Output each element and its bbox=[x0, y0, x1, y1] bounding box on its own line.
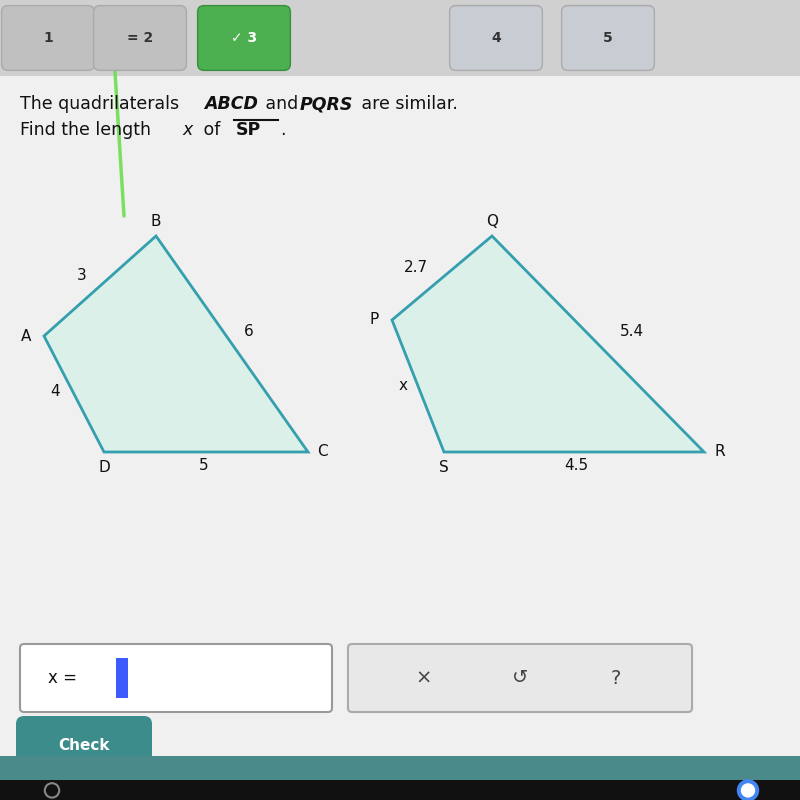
Polygon shape bbox=[44, 236, 308, 452]
Text: S: S bbox=[439, 461, 449, 475]
Text: 4.5: 4.5 bbox=[564, 458, 588, 473]
FancyBboxPatch shape bbox=[0, 780, 800, 800]
Text: Find the length: Find the length bbox=[20, 122, 157, 139]
FancyBboxPatch shape bbox=[116, 658, 128, 698]
Polygon shape bbox=[392, 236, 704, 452]
Text: ↺: ↺ bbox=[512, 669, 528, 687]
Text: PQRS: PQRS bbox=[300, 95, 354, 113]
FancyBboxPatch shape bbox=[348, 644, 692, 712]
Text: and: and bbox=[260, 95, 304, 113]
Text: B: B bbox=[150, 214, 162, 229]
FancyBboxPatch shape bbox=[562, 6, 654, 70]
Text: are similar.: are similar. bbox=[356, 95, 458, 113]
Text: C: C bbox=[317, 445, 328, 459]
Text: x: x bbox=[399, 378, 408, 393]
Text: 5.4: 5.4 bbox=[620, 325, 644, 339]
Text: of: of bbox=[198, 122, 226, 139]
Text: ABCD: ABCD bbox=[204, 95, 258, 113]
Text: D: D bbox=[98, 461, 110, 475]
FancyBboxPatch shape bbox=[2, 6, 94, 70]
Text: x: x bbox=[182, 122, 193, 139]
FancyBboxPatch shape bbox=[0, 0, 800, 756]
FancyBboxPatch shape bbox=[20, 644, 332, 712]
Text: Q: Q bbox=[486, 214, 498, 229]
FancyBboxPatch shape bbox=[0, 0, 800, 76]
Text: 2.7: 2.7 bbox=[404, 261, 428, 275]
Text: 4: 4 bbox=[491, 31, 501, 45]
Text: 5: 5 bbox=[603, 31, 613, 45]
Text: ✓ 3: ✓ 3 bbox=[231, 31, 257, 45]
Text: 5: 5 bbox=[199, 458, 209, 473]
Text: 1: 1 bbox=[43, 31, 53, 45]
Text: ×: × bbox=[416, 669, 432, 687]
Text: 6: 6 bbox=[244, 325, 254, 339]
Text: ?: ? bbox=[611, 669, 621, 687]
FancyBboxPatch shape bbox=[0, 756, 800, 780]
FancyBboxPatch shape bbox=[198, 6, 290, 70]
Text: R: R bbox=[714, 445, 726, 459]
Circle shape bbox=[741, 783, 755, 798]
Text: SP: SP bbox=[236, 122, 262, 139]
Text: .: . bbox=[280, 122, 286, 139]
Text: = 2: = 2 bbox=[127, 31, 153, 45]
Text: 3: 3 bbox=[77, 269, 86, 283]
FancyBboxPatch shape bbox=[450, 6, 542, 70]
Text: P: P bbox=[370, 313, 379, 327]
FancyBboxPatch shape bbox=[16, 716, 152, 776]
Text: Check: Check bbox=[58, 738, 110, 754]
Text: A: A bbox=[22, 329, 31, 343]
Circle shape bbox=[737, 779, 759, 800]
FancyBboxPatch shape bbox=[94, 6, 186, 70]
Text: 4: 4 bbox=[50, 385, 60, 399]
Text: The quadrilaterals: The quadrilaterals bbox=[20, 95, 185, 113]
Text: x =: x = bbox=[48, 669, 82, 687]
